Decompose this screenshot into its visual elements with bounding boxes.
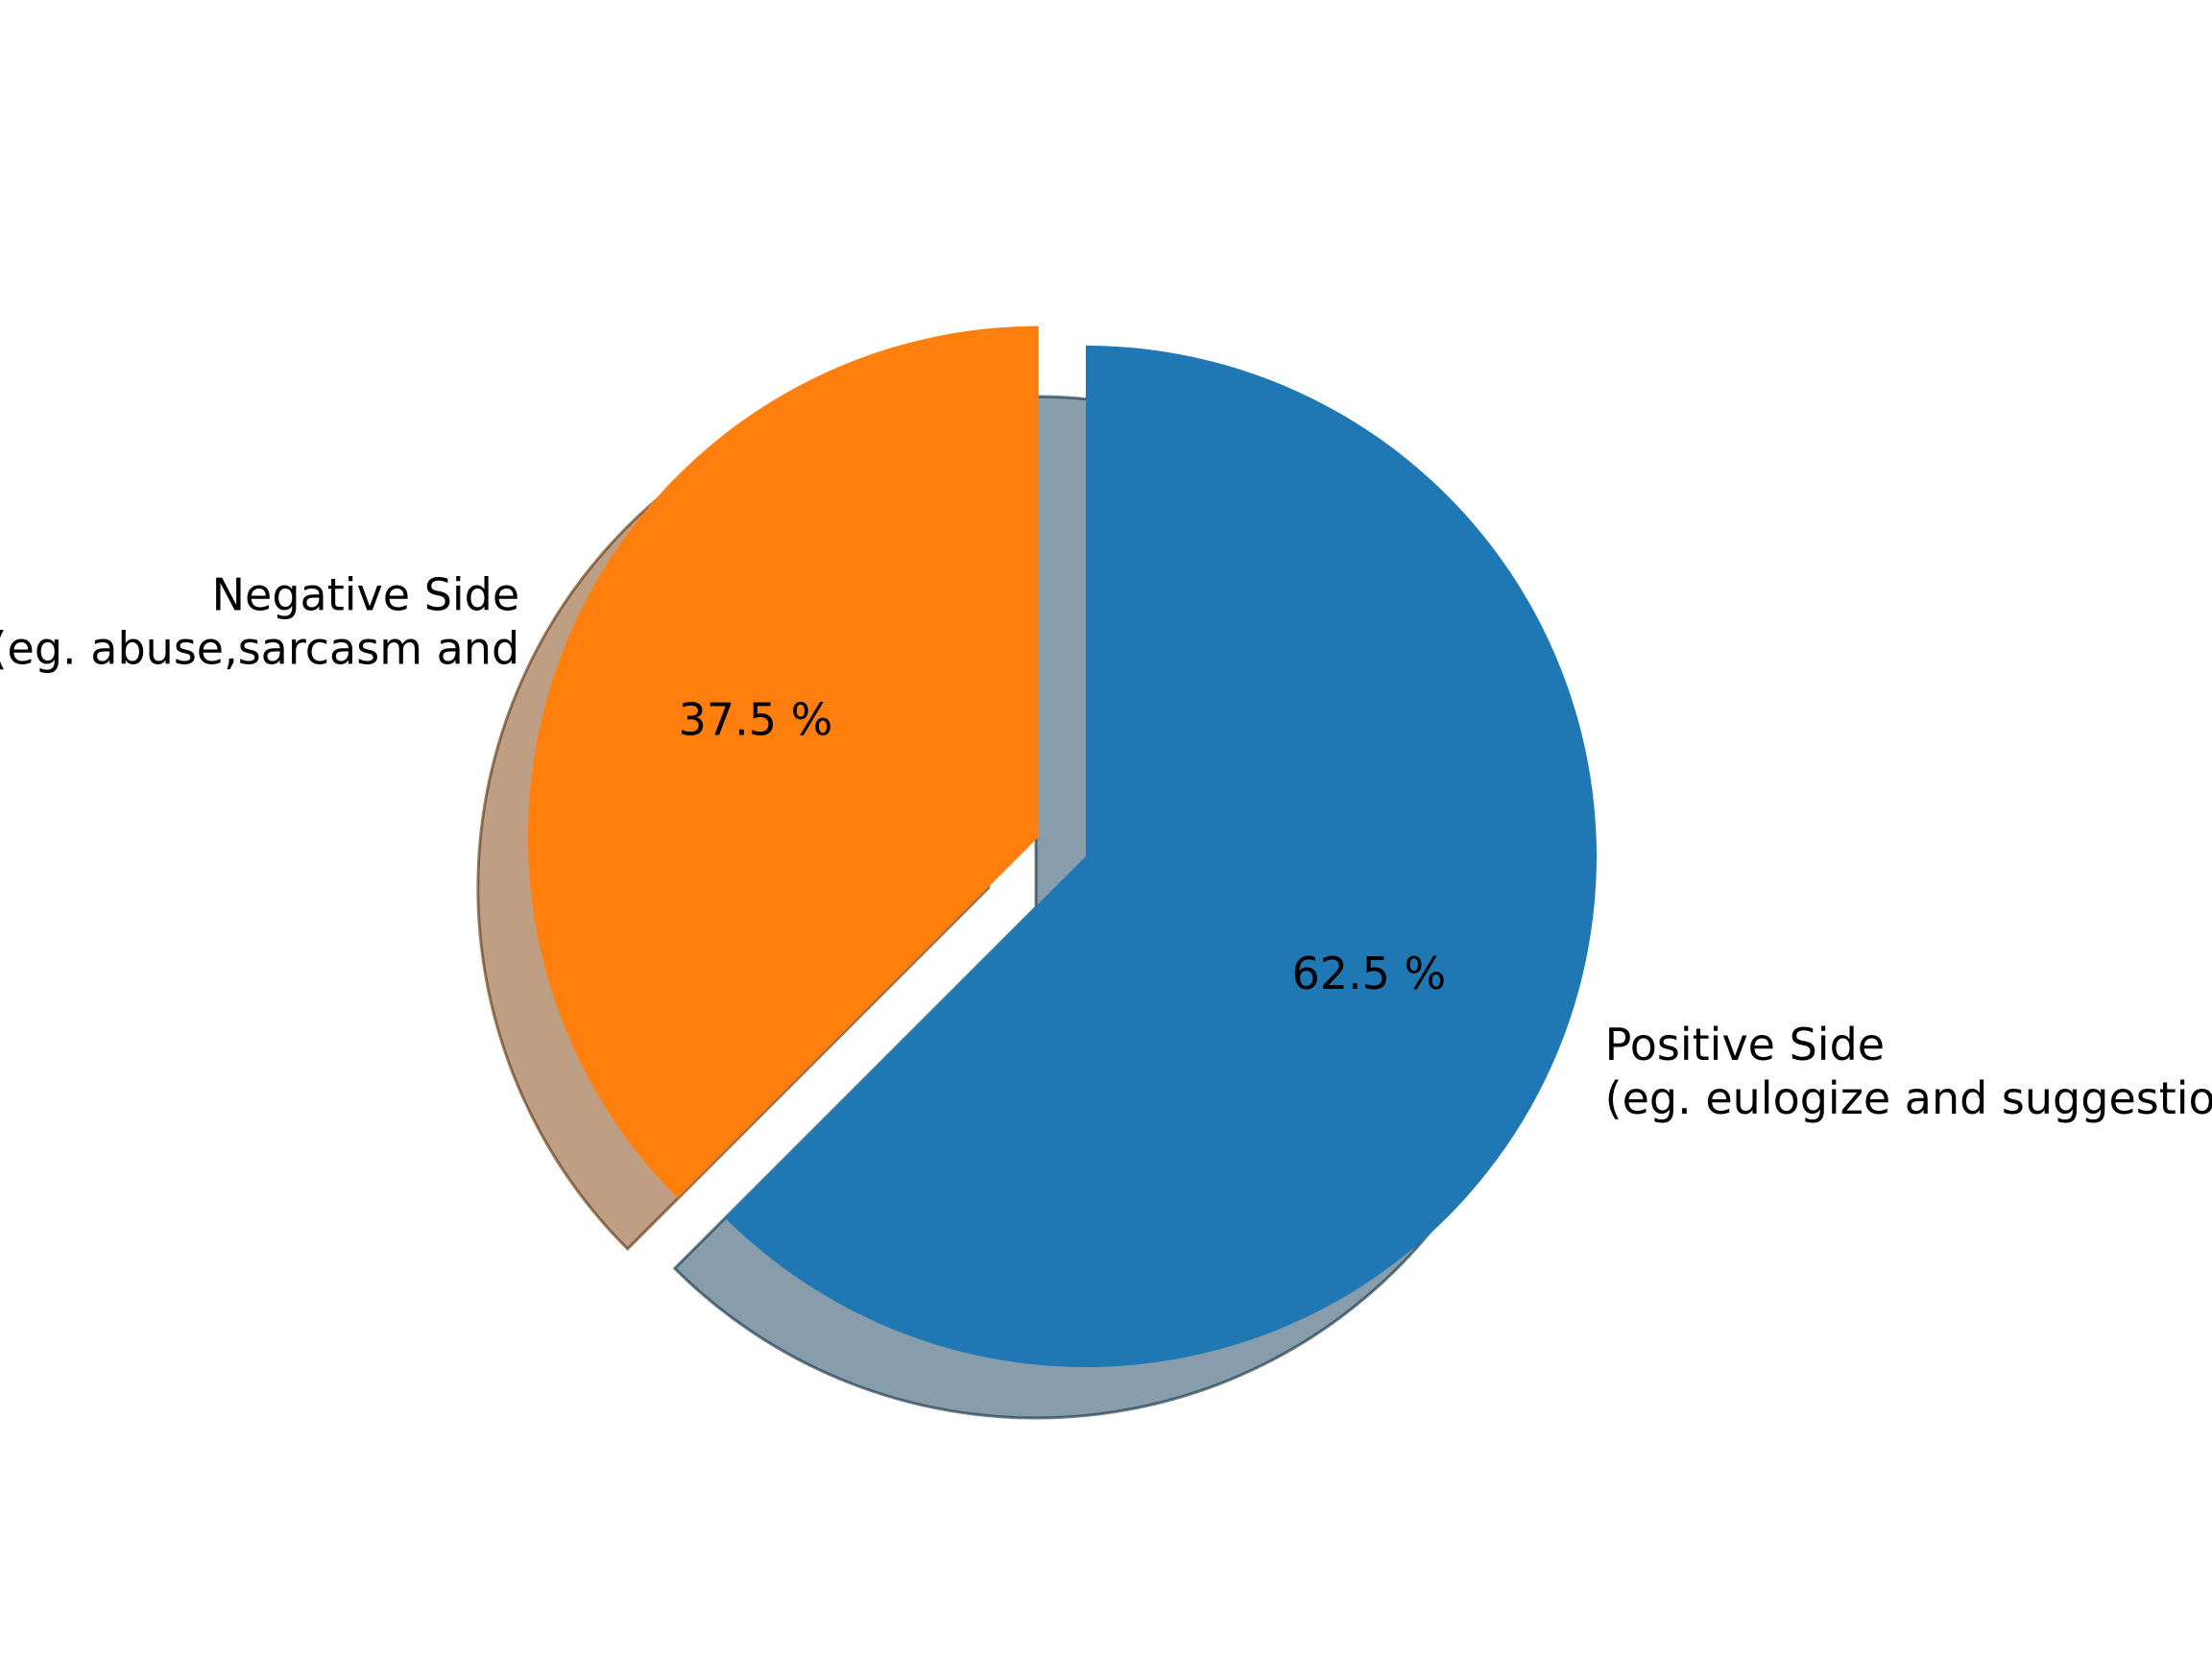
negative-category-label: Negative Side (eg. abuse,sarcasm and: [0, 569, 519, 675]
negative-category-label-line: (eg. abuse,sarcasm and: [0, 623, 519, 675]
negative-percent-label: 37.5 %: [679, 693, 833, 745]
positive-slice: [724, 346, 1598, 1367]
positive-category-label-line: Positive Side: [1605, 1019, 1885, 1070]
positive-category-label: Positive Side (eg. eulogize and suggestio…: [1605, 1019, 2212, 1124]
pie-slices: [527, 325, 1598, 1367]
pie-labels: 62.5 % Positive Side (eg. eulogize and sug…: [0, 569, 2212, 1124]
negative-slice: [527, 325, 1039, 1198]
positive-category-label-line: (eg. eulogize and suggestion): [1605, 1072, 2212, 1124]
positive-percent-label: 62.5 %: [1292, 948, 1447, 999]
negative-category-label-line: Negative Side: [212, 569, 520, 621]
